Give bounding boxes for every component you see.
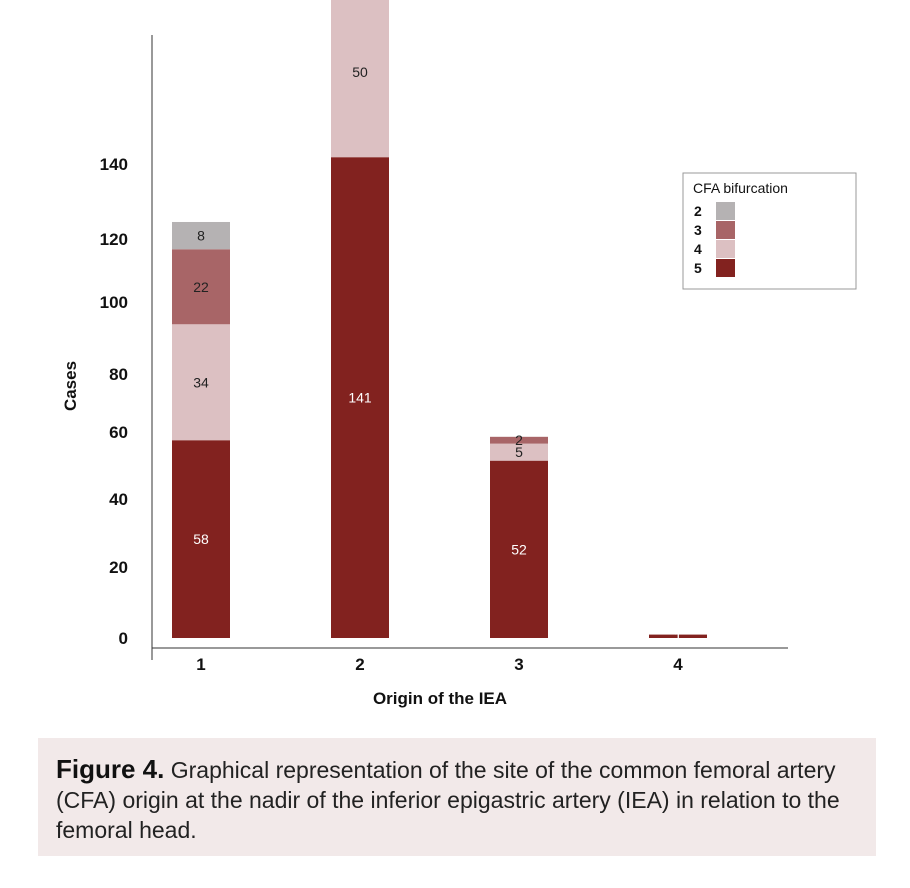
x-axis-title: Origin of the IEA [373, 689, 507, 708]
legend-swatch [716, 259, 735, 277]
x-tick-label: 4 [673, 655, 683, 674]
legend-label: 2 [694, 203, 702, 219]
bar-segment [172, 221, 230, 250]
bars-layer: 5834228141506152521 [172, 0, 707, 644]
y-tick-label: 60 [109, 423, 128, 442]
y-tick-label: 40 [109, 490, 128, 509]
legend-swatch [716, 221, 735, 239]
bar-segment [649, 634, 707, 638]
legend-swatch [716, 240, 735, 258]
y-tick-labels: 0 20 40 60 80 100 120 140 [100, 155, 128, 648]
bar-value-label: 8 [197, 228, 205, 244]
legend-label: 5 [694, 260, 702, 276]
bar-value-label: 22 [193, 279, 209, 295]
x-tick-label: 2 [355, 655, 364, 674]
bar-value-label: 2 [515, 432, 523, 448]
caption-text: Figure 4. Graphical representation of th… [56, 754, 858, 845]
y-axis-title: Cases [61, 361, 80, 411]
caption-lead: Figure 4. [56, 754, 165, 784]
x-tick-label: 1 [196, 655, 205, 674]
x-tick-label: 3 [514, 655, 523, 674]
legend-swatch [716, 202, 735, 220]
bar-segment [490, 436, 548, 444]
caption-body: Graphical representation of the site of … [56, 757, 840, 843]
bar-segment [490, 443, 548, 461]
bar-segment [490, 460, 548, 638]
y-tick-label: 140 [100, 155, 128, 174]
bar-value-label: 52 [511, 541, 527, 557]
legend: CFA bifurcation 2 3 4 5 [682, 172, 857, 290]
figure-caption: Figure 4. Graphical representation of th… [38, 738, 876, 856]
y-tick-label: 20 [109, 558, 128, 577]
y-tick-label: 100 [100, 293, 128, 312]
bar-segment [172, 440, 230, 638]
bar-segment [331, 157, 389, 638]
x-tick-labels: 1 2 3 4 [196, 655, 683, 674]
y-tick-label: 80 [109, 365, 128, 384]
bar-segment [172, 249, 230, 325]
bar-value-label: 58 [193, 531, 209, 547]
y-tick-label: 0 [119, 629, 128, 648]
legend-box [682, 172, 857, 290]
bar-segment [172, 324, 230, 441]
bar-value-label: 1 [674, 628, 682, 644]
bar-value-label: 50 [352, 64, 368, 80]
bar-value-label: 141 [348, 390, 372, 406]
bar-value-label: 5 [515, 444, 523, 460]
bar-segment [331, 0, 389, 158]
legend-label: 4 [694, 241, 702, 257]
legend-title: CFA bifurcation [693, 180, 788, 196]
legend-label: 3 [694, 222, 702, 238]
legend-items: 2 3 4 5 [694, 202, 735, 277]
bar-value-label: 34 [193, 374, 209, 390]
y-tick-label: 120 [100, 230, 128, 249]
